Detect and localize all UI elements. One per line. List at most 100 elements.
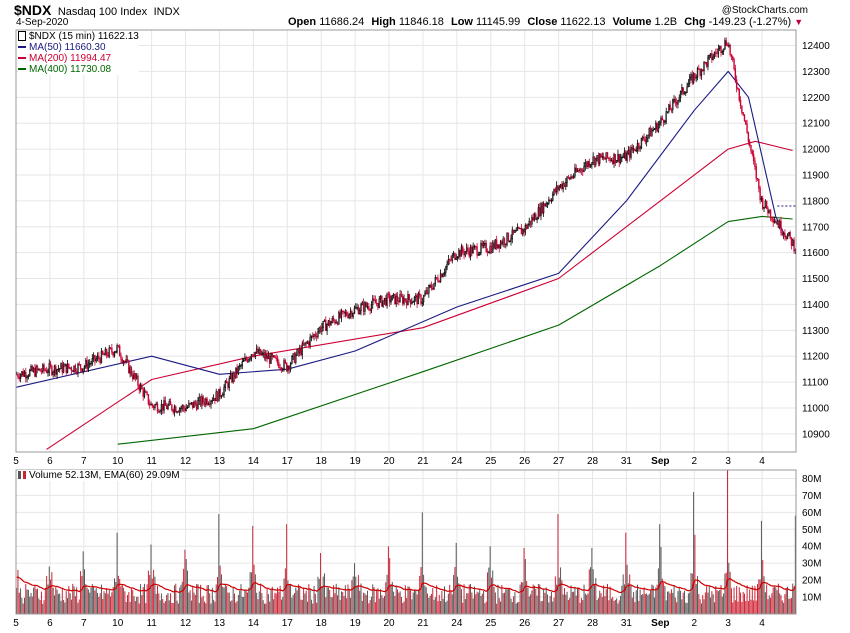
volume-bar [25, 583, 27, 614]
volume-bar [736, 585, 738, 614]
volume-bar [760, 520, 762, 614]
volume-bar [517, 602, 519, 614]
volume-bar [27, 589, 29, 614]
candle-body [143, 391, 146, 397]
volume-bar [397, 589, 399, 614]
volume-bar [501, 584, 503, 614]
volume-bar [196, 583, 198, 614]
volume-bar [715, 586, 717, 614]
candle-body [36, 366, 39, 371]
volume-bar [459, 584, 461, 614]
candle-body [416, 295, 418, 305]
price-tick-label: 11100 [802, 378, 829, 389]
candle-body [769, 209, 772, 218]
volume-bar [61, 588, 63, 614]
volume-bar [350, 597, 352, 614]
volume-bar [519, 584, 521, 614]
volume-bar [593, 583, 595, 614]
volume-bar [193, 592, 195, 614]
candle-body [475, 246, 477, 248]
candle-body [668, 104, 670, 112]
volume-bar [325, 597, 327, 614]
volume-bar [425, 587, 427, 614]
candle-body [91, 358, 93, 364]
candle-body [425, 290, 427, 295]
candle-body [133, 373, 135, 379]
volume-bar [241, 596, 243, 614]
volume-bar [415, 590, 417, 614]
volume-bar [537, 584, 539, 614]
candle-body [442, 273, 444, 278]
volume-bar [608, 600, 610, 614]
candle-body [506, 232, 508, 245]
volume-bar [316, 602, 318, 614]
candle-body [134, 373, 137, 379]
candle-body [182, 405, 185, 409]
volume-bar [218, 514, 220, 614]
volume-bar [123, 587, 125, 614]
volume-bar [189, 590, 191, 614]
volume-bar [226, 586, 228, 614]
candle-body [329, 320, 331, 326]
session-label: 17 [282, 456, 294, 467]
candle-body [201, 396, 203, 406]
candle-body [482, 243, 485, 247]
candle-body [292, 353, 294, 357]
candle-body [405, 300, 408, 306]
ohlc-row: Open 11686.24 High 11846.18 Low 11145.99… [288, 16, 803, 28]
volume-bar [766, 584, 768, 614]
volume-bar [757, 584, 759, 614]
candle-body [749, 141, 751, 146]
volume-bar [783, 602, 785, 614]
volume-bar [35, 589, 37, 614]
candle-body [754, 160, 756, 167]
volume-bar [468, 584, 470, 614]
candle-body [167, 404, 169, 410]
volume-bar [203, 601, 205, 614]
candle-body [223, 387, 225, 396]
volume-bar [177, 603, 179, 614]
candle-body [565, 181, 567, 187]
candle-body [690, 74, 692, 78]
volume-bar [515, 603, 517, 614]
volume-bar [776, 590, 778, 614]
volume-bar [318, 578, 320, 614]
candle-body [291, 355, 293, 365]
candle-body [352, 312, 354, 318]
candle-body [139, 384, 142, 391]
candle-body [104, 349, 107, 356]
candle-body [464, 251, 467, 256]
volume-bar [711, 591, 713, 614]
candle-body [21, 371, 23, 375]
volume-bar [411, 599, 413, 614]
volume-bar [770, 597, 772, 614]
volume-bar [653, 597, 655, 614]
volume-bar [536, 595, 538, 614]
volume-bar [290, 583, 292, 614]
candle-body [549, 199, 551, 202]
candle-body [772, 219, 774, 223]
volume-bar [513, 596, 515, 614]
volume-bar [183, 568, 185, 614]
candle-body [304, 342, 306, 346]
candle-body [422, 295, 425, 303]
session-label: 7 [81, 456, 87, 467]
volume-bar [64, 602, 66, 614]
candle-body [640, 137, 643, 149]
volume-bar [38, 598, 40, 614]
candle-body [218, 388, 220, 402]
candle-body [775, 220, 777, 224]
volume-bar [763, 576, 765, 614]
candle-body [696, 68, 699, 78]
volume-bar [40, 591, 42, 614]
candle-body [90, 363, 92, 365]
volume-bar [180, 584, 182, 614]
volume-bar [346, 598, 348, 614]
volume-bar [269, 601, 271, 614]
exchange: INDX [153, 6, 180, 18]
volume-bar [498, 598, 500, 614]
volume-bar [579, 602, 581, 614]
candle-body [254, 351, 257, 357]
volume-bar [381, 595, 383, 614]
candle-body [784, 233, 786, 238]
